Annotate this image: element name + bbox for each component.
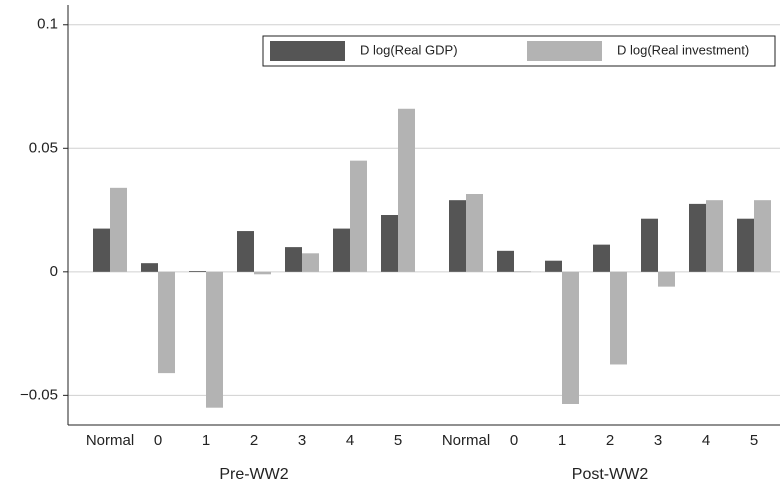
x-tick-label: 4 (346, 432, 354, 449)
bar (706, 200, 723, 272)
y-tick-label: 0.05 (29, 139, 58, 156)
x-tick-label: 1 (202, 432, 210, 449)
y-tick-label: −0.05 (20, 386, 58, 403)
y-tick-label: 0.1 (37, 16, 58, 33)
bar (350, 160, 367, 272)
x-tick-label: 1 (558, 432, 566, 449)
x-tick-label: 0 (154, 432, 162, 449)
group-label: Post-WW2 (572, 466, 649, 483)
legend-swatch (270, 41, 345, 61)
bar (254, 271, 271, 275)
bar (302, 253, 319, 272)
bar (466, 194, 483, 272)
bar (514, 271, 531, 273)
legend-label: D log(Real GDP) (360, 42, 458, 57)
x-tick-label: 5 (750, 432, 758, 449)
bar (381, 215, 398, 272)
bar (189, 271, 206, 272)
bar (158, 271, 175, 374)
group-label: Pre-WW2 (219, 466, 288, 483)
bar (110, 187, 127, 272)
bar (593, 244, 610, 272)
bar (689, 203, 706, 272)
bar (658, 271, 675, 287)
x-tick-label: 2 (606, 432, 614, 449)
x-tick-label: 3 (654, 432, 662, 449)
bar (641, 218, 658, 272)
bar (141, 263, 158, 272)
bar (398, 108, 415, 272)
bar (333, 228, 350, 272)
bar (737, 218, 754, 272)
bar (285, 247, 302, 272)
bar (545, 260, 562, 272)
bar (610, 271, 627, 365)
bar (754, 200, 771, 272)
x-tick-label: 2 (250, 432, 258, 449)
bar (237, 231, 254, 272)
x-tick-label: 3 (298, 432, 306, 449)
bar (93, 228, 110, 272)
bar (562, 271, 579, 404)
legend-label: D log(Real investment) (617, 42, 749, 57)
legend-box (262, 35, 776, 67)
bar (449, 200, 466, 272)
y-tick-label: 0 (50, 263, 58, 280)
bar (206, 271, 223, 408)
x-tick-label: 4 (702, 432, 710, 449)
x-tick-label: 5 (394, 432, 402, 449)
legend: D log(Real GDP) D log(Real investment) (262, 35, 776, 67)
legend-swatch (527, 41, 602, 61)
x-tick-label: Normal (86, 432, 134, 449)
x-tick-label: Normal (442, 432, 490, 449)
bar (497, 250, 514, 272)
x-tick-label: 0 (510, 432, 518, 449)
